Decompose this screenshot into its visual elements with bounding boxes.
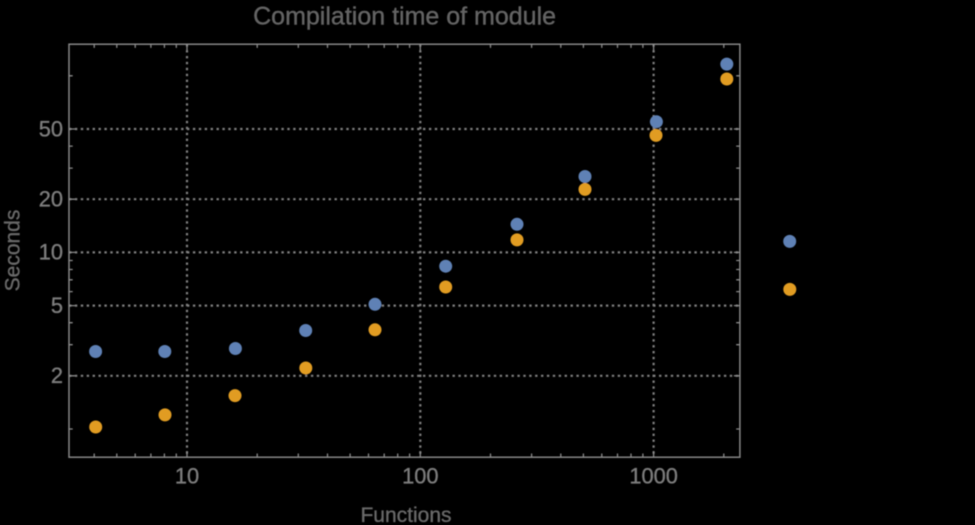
svg-text:Seconds: Seconds [1,210,24,292]
svg-text:20: 20 [39,187,63,212]
svg-text:Compilation time of module: Compilation time of module [253,2,556,30]
svg-text:Functions: Functions [360,504,451,525]
svg-text:1000: 1000 [629,463,678,488]
svg-text:100: 100 [402,463,438,488]
svg-text:5: 5 [51,293,63,318]
svg-text:10: 10 [175,463,199,488]
svg-text:2: 2 [51,363,63,388]
svg-text:10: 10 [39,240,63,265]
svg-text:50: 50 [39,116,63,141]
